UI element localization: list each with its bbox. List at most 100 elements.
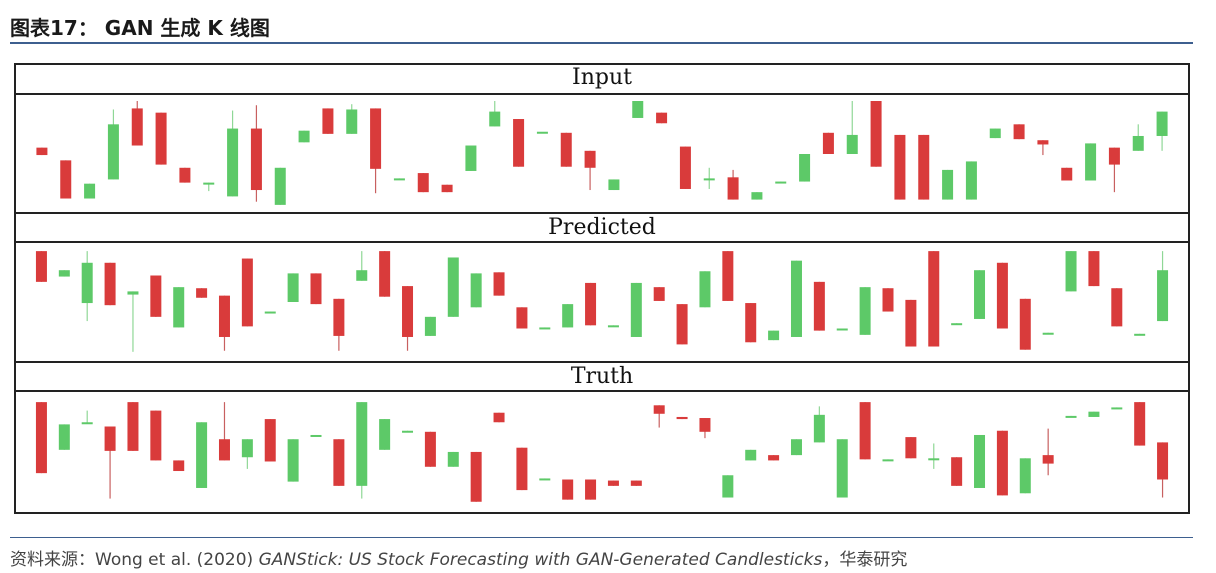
truth-candle xyxy=(150,410,162,461)
panel-label-truth: Truth xyxy=(14,361,1190,392)
panel-label-input: Input xyxy=(14,64,1190,95)
input-candle-body xyxy=(513,119,525,167)
predicted-candle-body xyxy=(699,271,711,308)
predicted-candle-body xyxy=(562,304,574,328)
predicted-candle-body xyxy=(1134,333,1146,336)
predicted-candle-body xyxy=(1157,270,1169,322)
truth-candle-body xyxy=(424,431,436,467)
input-candle-body xyxy=(536,131,548,134)
input-candle xyxy=(775,181,787,184)
input-candle-body xyxy=(84,183,96,199)
input-candle-body xyxy=(965,161,977,200)
predicted-candle-body xyxy=(539,327,551,330)
truth-candle xyxy=(1111,407,1123,410)
truth-candle xyxy=(58,424,70,450)
truth-candle xyxy=(310,434,322,437)
input-candle xyxy=(632,101,644,118)
truth-candle xyxy=(836,439,848,498)
input-candle xyxy=(1085,143,1097,181)
predicted-candle-body xyxy=(516,307,528,329)
truth-candle xyxy=(264,419,276,462)
predicted-candle-body xyxy=(813,281,825,331)
input-candle xyxy=(60,160,72,199)
truth-candle-body xyxy=(470,451,482,502)
truth-candle-body xyxy=(768,455,780,461)
truth-candle-body xyxy=(127,402,139,451)
input-candle xyxy=(608,179,620,191)
truth-candle xyxy=(745,449,757,461)
input-candle-body xyxy=(679,146,691,189)
input-candle xyxy=(441,184,453,193)
input-candle xyxy=(465,145,477,171)
predicted-candle-body xyxy=(287,273,299,302)
predicted-candle xyxy=(218,295,230,351)
truth-candle xyxy=(1088,411,1100,417)
figure-frame xyxy=(14,63,1190,514)
truth-candle xyxy=(35,402,47,474)
input-candle xyxy=(346,104,358,134)
predicted-candle-body xyxy=(905,299,917,347)
source-rule xyxy=(10,537,1193,538)
predicted-candle-body xyxy=(241,258,253,327)
truth-candle-body xyxy=(173,460,185,472)
truth-candle-body xyxy=(905,437,917,459)
truth-candle xyxy=(539,478,551,481)
predicted-candle-body xyxy=(264,311,276,314)
input-candle xyxy=(679,146,691,189)
input-candle-body xyxy=(60,160,72,199)
truth-candle-body xyxy=(1019,458,1031,494)
predicted-candle xyxy=(1019,298,1031,350)
truth-candle-body xyxy=(1042,455,1054,464)
predicted-candle-body xyxy=(653,287,665,301)
truth-candle-body xyxy=(447,451,459,467)
truth-candle-body xyxy=(1065,415,1077,418)
input-candle xyxy=(894,134,906,200)
predicted-candle-body xyxy=(1088,251,1100,287)
truth-candle-body xyxy=(722,475,734,498)
truth-candle-body xyxy=(333,439,345,486)
predicted-candle-body xyxy=(768,330,780,341)
predicted-candle-body xyxy=(58,270,70,277)
predicted-candle-body xyxy=(81,262,93,304)
truth-candle xyxy=(1065,415,1077,418)
truth-candle xyxy=(585,479,597,500)
input-candle-body xyxy=(370,108,382,169)
predicted-candle xyxy=(562,304,574,328)
input-candle-body xyxy=(274,167,286,205)
truth-candle-body xyxy=(699,418,711,432)
truth-candle-body xyxy=(287,439,299,482)
predicted-candle xyxy=(630,282,642,337)
input-candle xyxy=(1037,140,1049,156)
input-candle xyxy=(727,169,739,200)
predicted-candle xyxy=(951,323,963,326)
truth-candle xyxy=(447,451,459,467)
truth-candle-body xyxy=(35,402,47,474)
truth-candle-body xyxy=(1157,442,1169,480)
predicted-candle xyxy=(722,251,734,301)
input-candle xyxy=(250,105,262,202)
input-candle xyxy=(942,169,954,200)
truth-candle-body xyxy=(859,402,871,460)
predicted-candle-body xyxy=(173,287,185,328)
predicted-candle-body xyxy=(218,295,230,337)
predicted-candle xyxy=(424,316,436,336)
truth-candle xyxy=(333,439,345,486)
input-candle-body xyxy=(584,150,596,168)
predicted-candle-body xyxy=(790,260,802,337)
input-candle-body xyxy=(727,177,739,200)
input-candle xyxy=(870,101,882,167)
input-candle xyxy=(822,132,834,154)
input-candle xyxy=(584,150,596,191)
input-candle-body xyxy=(203,182,215,185)
input-candle-body xyxy=(608,179,620,191)
predicted-candle-body xyxy=(676,304,688,345)
truth-candle-body xyxy=(996,430,1008,496)
predicted-candle xyxy=(127,291,139,352)
input-candle-body xyxy=(179,167,191,183)
input-candle xyxy=(1061,167,1073,181)
input-candle xyxy=(107,109,119,180)
input-candle-body xyxy=(560,132,572,167)
truth-candle-body xyxy=(356,402,368,486)
truth-candle xyxy=(790,439,802,456)
truth-candle-body xyxy=(150,410,162,461)
